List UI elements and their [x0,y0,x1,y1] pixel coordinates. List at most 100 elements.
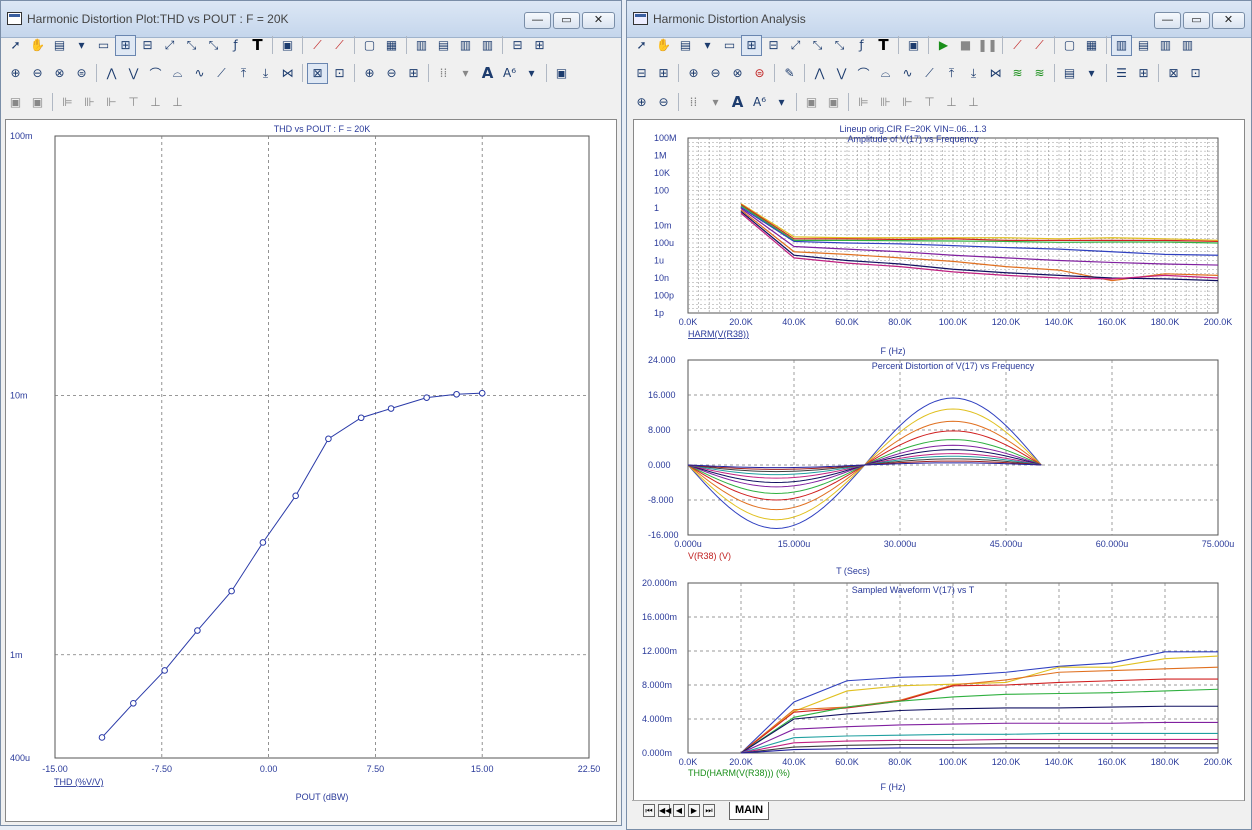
edit-icon[interactable]: ✎ [784,66,795,80]
peak-icon[interactable]: ⋀ [106,66,117,80]
tab-last-button[interactable]: ⏭ [703,804,715,817]
top-icon[interactable]: ⋈ [989,66,1002,80]
split-icon[interactable]: ⊟ [512,38,523,52]
waves-icon[interactable]: ≋ [1012,66,1023,80]
align-bottom-icon[interactable]: ⊥ [172,95,183,109]
dropdown-icon[interactable]: ▾ [704,38,711,52]
right-plot-area[interactable]: 100M 1M 10K 100 1 10m 100u 1u 10n 100p 1p 0.0K 20.0K… [633,119,1245,801]
split-icon[interactable]: ⊟ [636,66,647,80]
select-arrow-icon[interactable]: ➚ [10,38,21,52]
zoom-box-icon[interactable]: ⊞ [115,34,136,56]
dropdown-icon[interactable]: ▾ [1088,66,1095,80]
dropdown-icon[interactable]: ▾ [778,95,785,109]
layout-2-icon[interactable]: ▤ [437,38,450,52]
waves-2-icon[interactable]: ≋ [1034,66,1045,80]
slope-icon[interactable]: ⟋ [217,65,226,80]
tag-2-icon[interactable]: ⊡ [334,66,345,80]
preview-icon[interactable]: ▭ [723,38,736,52]
maximize-button[interactable]: ▭ [1183,12,1210,29]
tab-next-button[interactable]: ▶ [688,804,700,817]
align-bottom-icon[interactable]: ⊥ [968,95,979,109]
layout-4-icon[interactable]: ▥ [1181,38,1194,52]
align-right-icon[interactable]: ⊩ [106,95,117,109]
preview-icon[interactable]: ▭ [97,38,110,52]
split-2-icon[interactable]: ⊞ [658,66,669,80]
high-icon[interactable]: ⌒ [149,66,162,81]
hand-pan-icon[interactable]: ✋ [656,38,671,52]
inflection-icon[interactable]: ∿ [194,66,205,80]
line-2-icon[interactable]: ⟋ [335,37,344,52]
font-icon[interactable]: A [731,93,744,111]
cursor-icon[interactable]: ⤡ [812,37,823,52]
tag-icon[interactable]: ⊠ [307,62,328,84]
valley-icon[interactable]: ⋁ [128,66,139,80]
zoom-in-icon[interactable]: ⊕ [10,66,21,80]
zoom-fit-icon[interactable]: ⊗ [732,66,743,80]
global-high-icon[interactable]: ⤒ [240,65,247,80]
layout-3-icon[interactable]: ▥ [459,38,472,52]
global-low-icon[interactable]: ⤓ [262,65,269,80]
scale-100-icon[interactable]: ⊞ [408,66,419,80]
text-tool-icon[interactable]: T [878,36,889,54]
cursor-2-icon[interactable]: ⤡ [208,37,219,52]
low-icon[interactable]: ⌓ [880,65,891,80]
align-middle-icon[interactable]: ⊥ [150,95,161,109]
numbers-icon[interactable]: ⊞ [1138,66,1149,80]
tab-prev-fast-button[interactable]: ◀◀ [658,804,672,817]
global-high-icon[interactable]: ⤒ [948,65,955,80]
font-icon[interactable]: A [481,64,494,82]
send-back-icon[interactable]: ▣ [827,95,840,109]
stop-icon[interactable]: ■ [959,38,972,52]
select-arrow-icon[interactable]: ➚ [636,38,647,52]
list-icon[interactable]: ☰ [1116,66,1127,80]
align-top-icon[interactable]: ⊤ [128,95,139,109]
zoom-fit-icon[interactable]: ⊗ [54,66,65,80]
dropdown-icon[interactable]: ▾ [712,95,719,109]
frame-2-icon[interactable]: ▦ [385,38,398,52]
layout-2-icon[interactable]: ▤ [1137,38,1150,52]
tag-2-icon[interactable]: ⊡ [1190,66,1201,80]
pause-icon[interactable]: ❚❚ [977,38,998,52]
grid-dots-icon[interactable]: ⁞⁞ [439,66,448,80]
tab-prev-button[interactable]: ◀ [673,804,685,817]
cursor-2-icon[interactable]: ⤡ [834,37,845,52]
magnify-plus-icon[interactable]: ⊕ [636,95,647,109]
dropdown-icon[interactable]: ▾ [528,66,535,80]
line-2-icon[interactable]: ⟋ [1035,37,1044,52]
align-left-icon[interactable]: ⊫ [858,95,869,109]
right-title-bar[interactable]: Harmonic Distortion Analysis — ▭ ✕ [627,1,1251,38]
slope-icon[interactable]: ⟋ [925,65,934,80]
inflection-icon[interactable]: ∿ [902,66,913,80]
valley-icon[interactable]: ⋁ [836,66,847,80]
grid-icon[interactable]: ⊟ [768,38,779,52]
minimize-button[interactable]: — [524,12,551,29]
frame-2-icon[interactable]: ▦ [1085,38,1098,52]
magnify-minus-icon[interactable]: ⊖ [386,66,397,80]
line-icon[interactable]: ⟋ [1013,37,1022,52]
clipboard-icon[interactable]: ▤ [1063,66,1076,80]
maximize-button[interactable]: ▭ [553,12,580,29]
left-plot-area[interactable]: -15.00 -7.50 0.00 7.50 15.00 22.50 100m 10m 1m 40… [5,119,617,822]
properties-icon[interactable]: ▣ [907,38,920,52]
properties-2-icon[interactable]: ▣ [555,66,568,80]
layout-3-icon[interactable]: ▥ [1159,38,1172,52]
font-size-icon[interactable]: A⁶ [752,95,767,109]
font-size-icon[interactable]: A⁶ [502,66,517,80]
formula-icon[interactable]: ƒ [233,38,238,52]
zoom-all-icon[interactable]: ⊜ [76,66,87,80]
align-left-icon[interactable]: ⊫ [62,95,73,109]
tab-first-button[interactable]: ⏮ [643,804,655,817]
align-right-icon[interactable]: ⊩ [902,95,913,109]
formula-icon[interactable]: ƒ [859,38,864,52]
frame-icon[interactable]: ▢ [1063,38,1076,52]
layout-1-icon[interactable]: ▥ [415,38,428,52]
fit-icon[interactable]: ⤢ [164,37,175,52]
grid-dots-icon[interactable]: ⁞⁞ [689,95,698,109]
align-center-icon[interactable]: ⊪ [84,95,95,109]
global-low-icon[interactable]: ⤓ [970,65,977,80]
text-tool-icon[interactable]: T [252,36,263,54]
send-back-icon[interactable]: ▣ [31,95,44,109]
grid-icon[interactable]: ⊟ [142,38,153,52]
low-icon[interactable]: ⌓ [172,65,183,80]
zoom-out-icon[interactable]: ⊖ [710,66,721,80]
